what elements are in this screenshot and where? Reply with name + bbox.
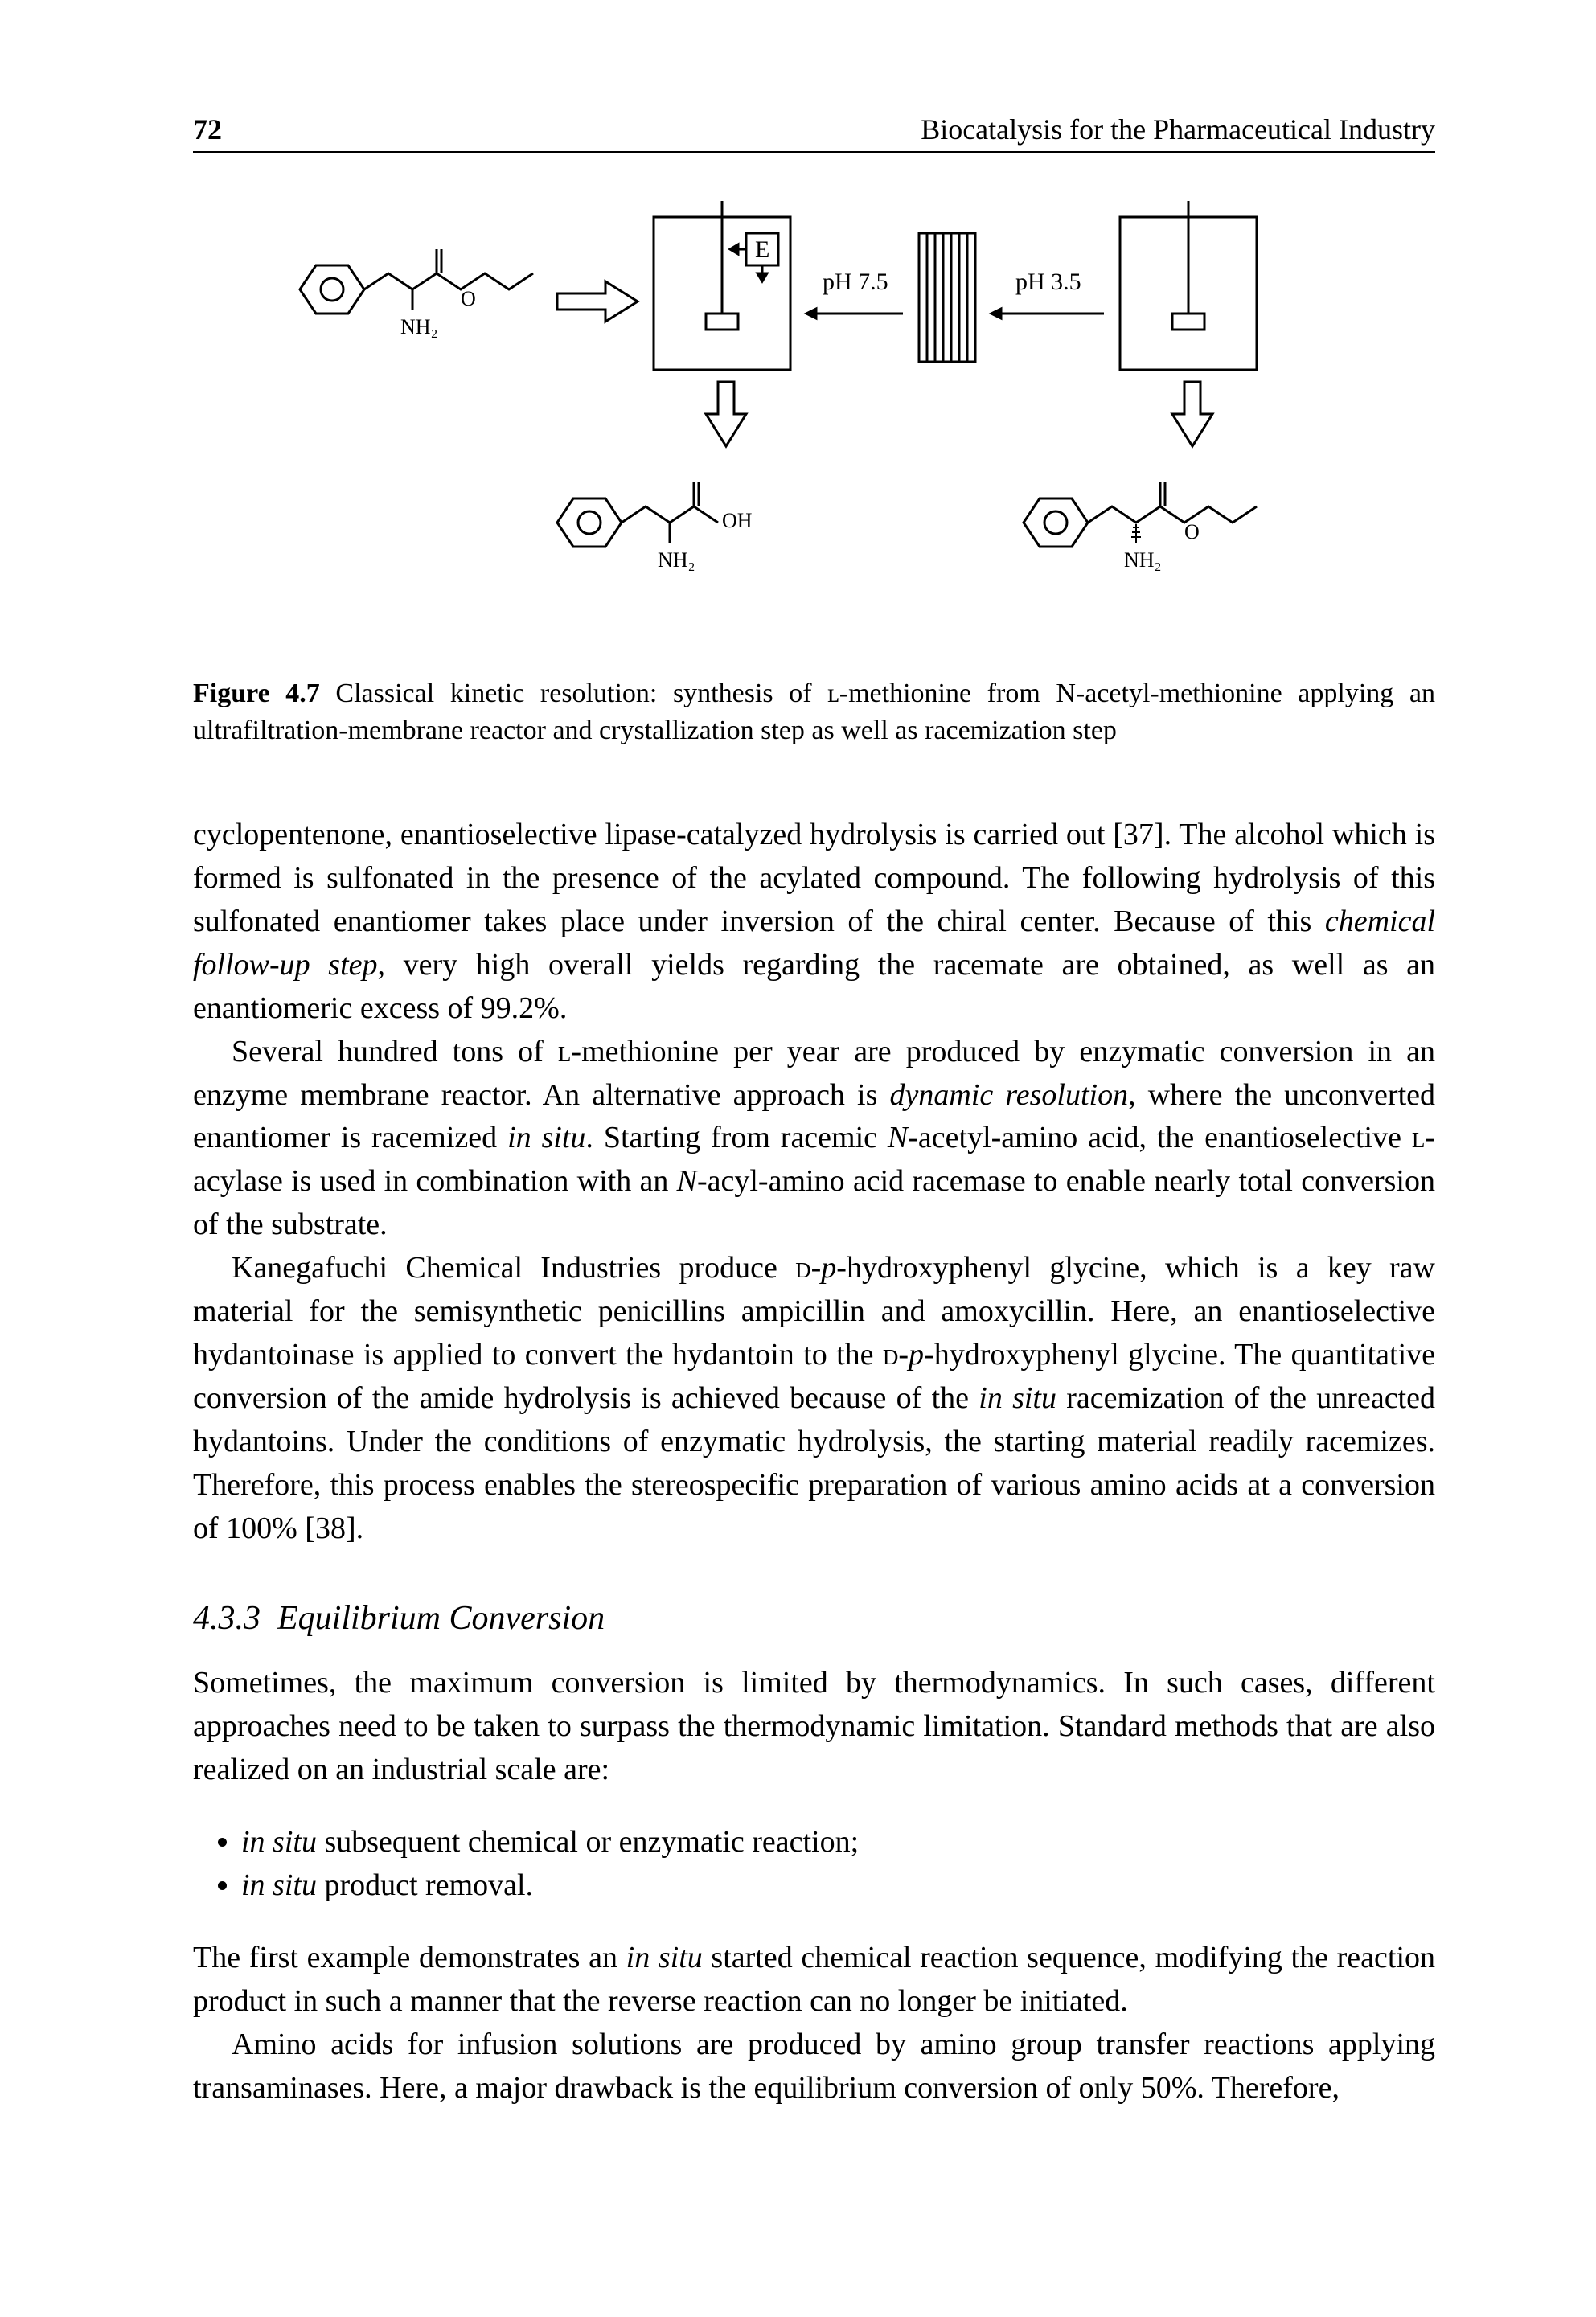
figure-caption-text: Classical kinetic resolution: synthesis … xyxy=(193,679,1435,745)
molecule-start: NH₂ O xyxy=(300,249,533,338)
section-title: Equilibrium Conversion xyxy=(277,1600,605,1637)
reaction-scheme-svg: NH₂ O E xyxy=(252,201,1377,651)
svg-text:pH 3.5: pH 3.5 xyxy=(1015,269,1081,295)
svg-text:O: O xyxy=(1184,520,1200,543)
paragraph-3: Kanegafuchi Chemical Industries produce … xyxy=(193,1247,1435,1551)
paragraph-1: cyclopentenone, enantioselective lipase-… xyxy=(193,814,1435,1031)
figure-caption: Figure 4.7 Classical kinetic resolution:… xyxy=(193,675,1435,749)
svg-text:NH₂: NH₂ xyxy=(400,315,438,338)
section-intro: Sometimes, the maximum conversion is lim… xyxy=(193,1662,1435,1792)
section-heading-4-3-3: 4.3.3 Equilibrium Conversion xyxy=(193,1599,1435,1638)
bullet-1: in situ subsequent chemical or enzymatic… xyxy=(241,1821,1435,1864)
down-arrow-right xyxy=(1172,382,1212,446)
page-number: 72 xyxy=(193,113,222,146)
after-bullets-p1: The first example demonstrates an in sit… xyxy=(193,1937,1435,2024)
reactor-left: E xyxy=(654,201,790,370)
section-number: 4.3.3 xyxy=(193,1600,261,1637)
down-arrow-left xyxy=(706,382,746,446)
membrane-icon xyxy=(919,233,975,362)
body-text: cyclopentenone, enantioselective lipase-… xyxy=(193,814,1435,1551)
reactor-right xyxy=(1120,201,1257,370)
svg-text:E: E xyxy=(755,236,769,263)
molecule-ester: O NH₂ xyxy=(1024,482,1257,572)
svg-text:pH 7.5: pH 7.5 xyxy=(823,269,888,295)
section-body: Sometimes, the maximum conversion is lim… xyxy=(193,1662,1435,1792)
paragraph-2: Several hundred tons of l-methionine per… xyxy=(193,1031,1435,1248)
page: 72 Biocatalysis for the Pharmaceutical I… xyxy=(0,0,1596,2317)
figure-label: Figure 4.7 xyxy=(193,679,320,708)
figure-4-7-diagram: NH₂ O E xyxy=(193,201,1435,651)
running-header: 72 Biocatalysis for the Pharmaceutical I… xyxy=(193,113,1435,153)
after-bullets: The first example demonstrates an in sit… xyxy=(193,1937,1435,2110)
svg-text:OH: OH xyxy=(722,509,753,532)
svg-text:NH₂: NH₂ xyxy=(1124,548,1162,572)
arrow-into-reactor xyxy=(557,281,638,322)
svg-text:NH₂: NH₂ xyxy=(658,548,695,572)
running-title: Biocatalysis for the Pharmaceutical Indu… xyxy=(921,113,1435,146)
bullet-2: in situ product removal. xyxy=(241,1864,1435,1908)
bullet-list: in situ subsequent chemical or enzymatic… xyxy=(193,1821,1435,1908)
svg-text:O: O xyxy=(461,287,476,310)
after-bullets-p2: Amino acids for infusion solutions are p… xyxy=(193,2024,1435,2110)
molecule-acid: OH NH₂ xyxy=(557,482,753,572)
